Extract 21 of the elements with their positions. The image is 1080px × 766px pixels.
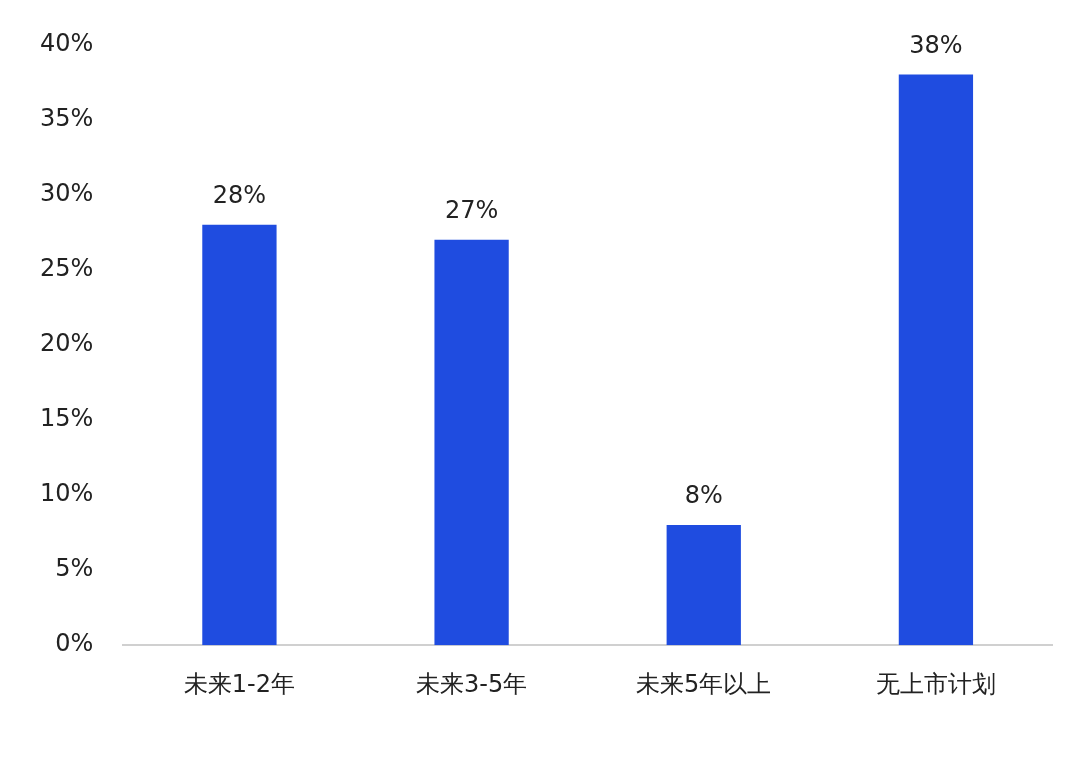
x-tick-label: 未来3-5年 [415, 669, 528, 698]
bar [202, 224, 277, 646]
y-tick-label: 30% [40, 178, 94, 207]
y-tick-label: 40% [40, 28, 94, 57]
x-tick-label: 无上市计划 [875, 669, 996, 698]
data-label: 8% [684, 481, 723, 510]
y-tick-label: 0% [55, 629, 94, 658]
y-tick-label: 25% [40, 253, 94, 282]
data-label: 28% [212, 180, 267, 209]
bar [434, 239, 509, 646]
x-tick-label: 未来5年以上 [636, 669, 772, 698]
x-tick-label: 未来1-2年 [183, 669, 296, 698]
bar [666, 525, 741, 646]
y-tick-label: 5% [55, 554, 94, 583]
data-label: 27% [444, 195, 499, 224]
y-tick-label: 10% [40, 479, 94, 508]
data-label: 38% [909, 30, 963, 59]
y-tick-label: 35% [40, 103, 94, 132]
y-tick-label: 15% [40, 404, 94, 433]
bar [898, 74, 974, 646]
y-tick-label: 20% [40, 329, 94, 358]
